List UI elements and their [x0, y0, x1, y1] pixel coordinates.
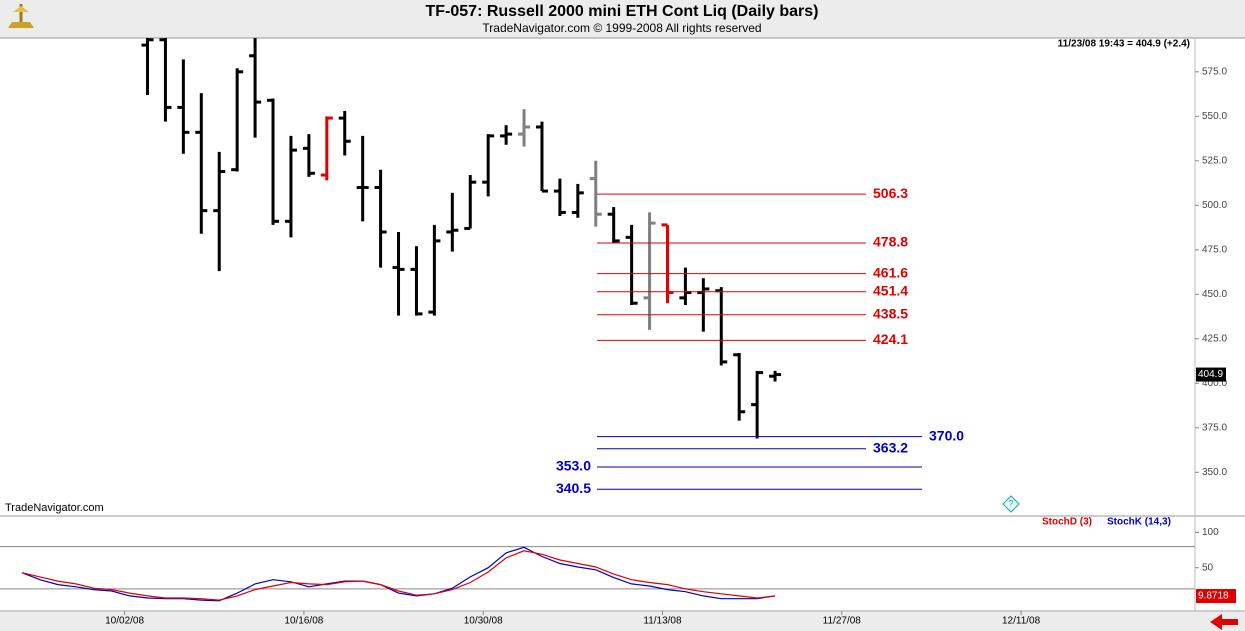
- y-tick-label: 550.0: [1202, 111, 1227, 122]
- level-label: 370.0: [929, 427, 964, 443]
- last-price-label: 404.9: [1198, 369, 1223, 380]
- legend-entry: StochD (3): [1042, 517, 1092, 528]
- x-tick-label: 11/27/08: [823, 616, 862, 627]
- logo: [8, 4, 34, 28]
- level-label: 424.1: [873, 331, 908, 347]
- level-label: 478.8: [873, 234, 908, 250]
- chart-title: TF-057: Russell 2000 mini ETH Cont Liq (…: [426, 3, 819, 20]
- y-tick-label: 425.0: [1202, 333, 1227, 344]
- watermark: TradeNavigator.com: [5, 502, 104, 514]
- y-tick-label: 375.0: [1202, 422, 1227, 433]
- last-value-box: [1196, 588, 1236, 603]
- title-bar: [0, 0, 1245, 38]
- y-tick-label: 50: [1202, 562, 1214, 573]
- y-tick-label: 450.0: [1202, 289, 1227, 300]
- last-value-label: 9.8718: [1198, 591, 1229, 602]
- y-tick-label: 525.0: [1202, 155, 1227, 166]
- level-label: 340.5: [556, 480, 591, 496]
- y-tick-label: 475.0: [1202, 244, 1227, 255]
- x-tick-label: 10/02/08: [105, 616, 144, 627]
- y-tick-label: 350.0: [1202, 467, 1227, 478]
- chart-subtitle: TradeNavigator.com © 1999-2008 All right…: [482, 21, 761, 35]
- x-tick-label: 12/11/08: [1002, 616, 1041, 627]
- level-label: 438.5: [873, 305, 908, 321]
- x-tick-label: 10/16/08: [284, 616, 323, 627]
- level-label: 506.3: [873, 185, 908, 201]
- price-panel: [141, 38, 782, 439]
- scroll-arrow[interactable]: [1210, 614, 1238, 630]
- svg-text:?: ?: [1008, 498, 1013, 508]
- level-label: 353.0: [556, 458, 591, 474]
- x-axis-bar: [0, 612, 1245, 631]
- y-tick-label: 400.0: [1202, 378, 1227, 389]
- x-tick-label: 10/30/08: [464, 616, 503, 627]
- legend-entry: StochK (14,3): [1107, 517, 1171, 528]
- last-price-box: [1196, 367, 1226, 382]
- x-tick-label: 11/13/08: [643, 616, 682, 627]
- stoch-line: [21, 546, 776, 602]
- y-tick-label: 100: [1202, 527, 1219, 538]
- quote-info: 11/23/08 19:43 = 404.9 (+2.4): [1058, 39, 1190, 50]
- level-label: 461.6: [873, 264, 908, 280]
- y-tick-label: 575.0: [1202, 66, 1227, 77]
- stoch-line: [21, 550, 776, 601]
- level-label: 451.4: [873, 283, 908, 299]
- level-label: 363.2: [873, 439, 908, 455]
- help-icon[interactable]: ?: [1002, 495, 1020, 513]
- y-tick-label: 500.0: [1202, 200, 1227, 211]
